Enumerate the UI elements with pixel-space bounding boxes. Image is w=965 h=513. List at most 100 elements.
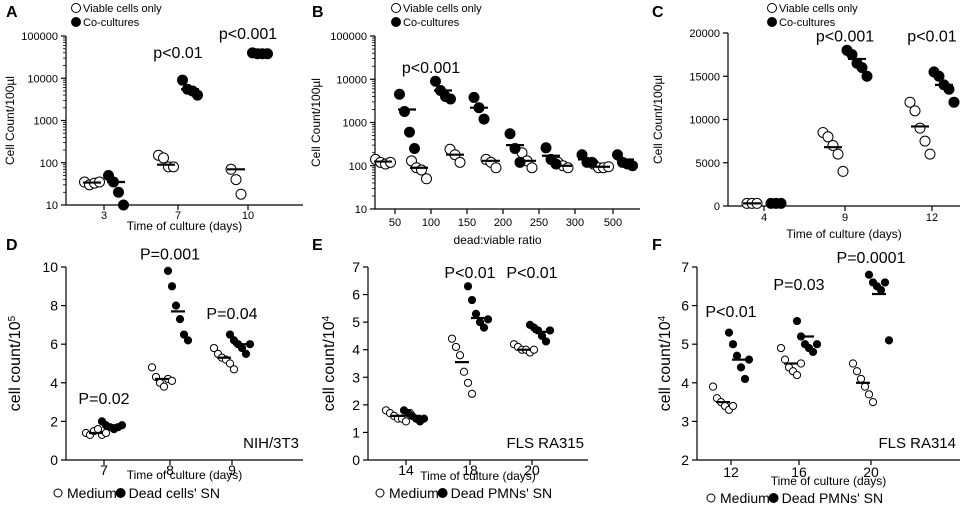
data-point-filled [504,128,516,140]
panel-letter: C [652,4,664,21]
x-axis-title: Time of culture (days) [420,469,536,483]
data-point-filled [468,91,480,103]
y-axis-title-text: Cell Count/100µl [651,75,665,164]
panel-letter: D [6,237,18,254]
data-point-open [455,351,465,360]
data-point-filled [884,336,894,345]
data-point-open [168,161,179,173]
x-tick-label: 12 [926,212,938,224]
legend-marker-open [767,3,777,13]
data-point-filled [812,340,822,349]
x-axis-title: Time of culture (days) [127,468,243,482]
y-tick-label: 3 [681,413,689,429]
x-tick-label: 4 [761,212,767,224]
data-point-filled [550,158,562,170]
data-point-filled [177,74,188,86]
y-tick-label: 5 [352,314,360,330]
legend-marker-open [706,493,716,503]
y-tick-label: 10000 [689,115,720,127]
panel-letter: F [652,237,662,254]
data-point-filled [409,143,420,155]
data-point-filled [514,156,526,168]
x-tick-label: 8 [166,462,174,478]
data-point-filled [808,347,818,357]
p-value-label: P<0.01 [705,304,756,321]
data-point-open [447,334,457,343]
legend-marker-filled [391,17,401,27]
data-point-filled [241,349,251,358]
cell-line-annotation: NIH/3T3 [243,435,299,452]
data-point-filled [117,421,127,430]
legend-marker-open [53,488,63,498]
data-point-open [416,164,427,176]
y-tick-label: 5 [681,336,689,352]
y-tick-label: 100 [40,158,58,170]
y-axis-title-text: cell count/10 [7,321,24,411]
x-axis-title: Time of culture (days) [127,219,243,233]
p-value-label: p<0.01 [153,45,202,62]
data-point-open [147,363,157,372]
data-point-filled [933,70,945,82]
y-tick-label: 10000 [27,73,58,85]
y-axis-title-exponent: 5 [7,315,18,321]
panel-a: A 10 100 1000 10000 100000 3 7 10 Cell Count/100µ… [3,3,303,233]
y-axis-title-text: cell count/10 [657,321,674,411]
data-point-open [158,152,169,164]
panel-letter: A [6,4,18,21]
y-tick-label: 4 [50,375,58,391]
data-point-open [451,342,461,352]
legend-label: Medium [67,485,117,501]
data-point-filled [404,126,415,138]
legend-marker-filled [71,17,81,27]
data-point-filled [179,330,189,339]
y-tick-label: 2 [50,413,58,429]
data-point-filled [113,186,124,198]
y-tick-label: 0 [714,201,720,213]
data-point-filled [541,337,551,346]
data-point-open [848,359,858,368]
data-point-open [463,378,473,387]
y-tick-label: 7 [352,259,360,275]
data-point-filled [540,142,552,154]
data-point-filled [163,266,173,275]
y-tick-label: 3 [352,369,360,385]
x-tick-label: 3 [101,210,107,222]
x-tick-label: 9 [842,212,848,224]
y-axis-title: Cell Count/100µl [309,78,323,167]
p-value-label: p<0.001 [816,29,874,46]
x-tick-label: 12 [723,464,739,480]
legend-label: Dead cells' SN [129,485,220,501]
data-point-filled [175,315,185,324]
y-tick-label: 4 [681,375,689,391]
x-tick-label: 300 [566,217,584,229]
data-point-filled [876,286,886,295]
data-point-open [856,374,866,384]
cell-line-annotation: FLS RA314 [878,435,956,452]
p-value-label: P=0.04 [206,306,257,323]
y-tick-label: 2 [352,397,360,413]
data-point-filled [856,62,868,74]
legend-label: Viable cells only [779,3,858,15]
data-point-filled [245,340,255,349]
legend-marker-filled [437,488,448,498]
y-tick-label: 6 [352,287,360,303]
legend-marker-open [375,488,385,498]
data-point-open [796,359,806,368]
y-tick-label: 1000 [34,116,58,128]
data-point-filled [545,326,555,335]
p-value-label: P=0.001 [140,246,200,263]
data-point-filled [118,199,129,211]
data-point-open [832,148,844,160]
y-tick-label: 1 [352,424,360,440]
data-point-open [822,131,834,143]
y-axis-title-text: cell count/10 [321,321,338,411]
y-axis-title-exponent: 4 [321,315,332,321]
data-point-open [708,382,718,391]
p-value-label: p<0.001 [402,60,460,77]
data-point-open [490,162,502,174]
y-tick-label: 10 [355,204,367,216]
y-tick-label: 8 [50,298,58,314]
data-point-filled [732,351,742,360]
x-tick-label: 20 [524,462,540,478]
